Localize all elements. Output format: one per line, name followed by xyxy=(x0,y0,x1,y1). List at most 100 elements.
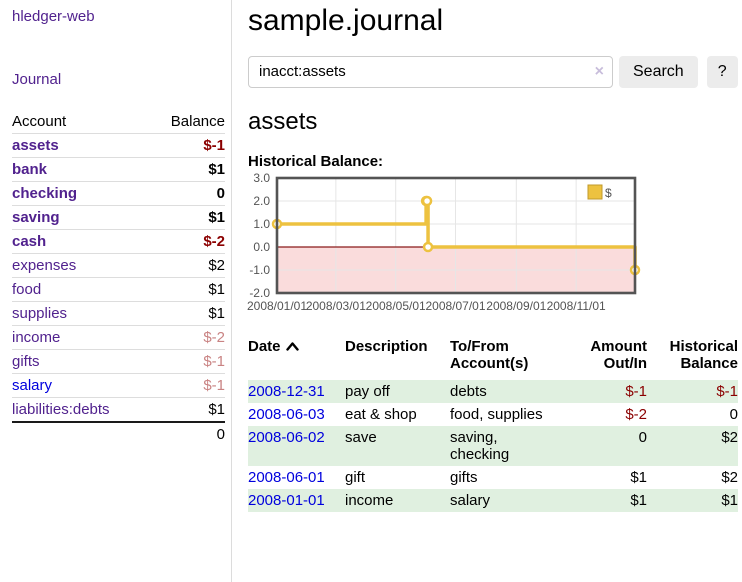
svg-text:2008/01/01: 2008/01/01 xyxy=(247,299,307,313)
account-row: supplies $1 xyxy=(12,301,225,326)
register-date-link[interactable]: 2008-06-03 xyxy=(248,405,325,423)
account-link[interactable]: saving xyxy=(12,209,60,226)
historical-balance-chart: $3.0 2.0 1.0 0.0 -1.0 -2.0 2008/01/01 2008/03/0… xyxy=(247,171,738,318)
register-accounts: salary xyxy=(450,491,491,509)
account-link[interactable]: expenses xyxy=(12,257,77,274)
register-rows: 2008-12-31 pay off debts $-1 $-1 2008-06-03 ea… xyxy=(248,379,738,512)
account-row: food $1 xyxy=(12,277,225,302)
register-row: 2008-12-31 pay off debts $-1 $-1 xyxy=(248,379,738,403)
account-row: cash $-2 xyxy=(12,229,225,254)
register-accounts: saving, checking xyxy=(450,428,510,463)
register-amount: $-2 xyxy=(625,405,647,423)
svg-text:2.0: 2.0 xyxy=(253,194,270,208)
register-row: 2008-06-03 eat & shop food, supplies $-2 0 xyxy=(248,403,738,426)
account-balance: $-1 xyxy=(203,137,225,154)
account-balance: $1 xyxy=(148,301,225,326)
account-link[interactable]: salary xyxy=(12,377,53,394)
account-balance: $-2 xyxy=(148,229,225,254)
account-row: income $-2 xyxy=(12,325,225,350)
account-balance: 0 xyxy=(148,181,225,206)
account-row: liabilities:debts $1 xyxy=(12,397,225,422)
svg-text:1.0: 1.0 xyxy=(253,217,270,231)
chart-title: Historical Balance: xyxy=(248,152,384,170)
register-header-description: Description xyxy=(345,337,428,355)
register-date-link[interactable]: 2008-12-31 xyxy=(248,382,325,400)
svg-text:-2.0: -2.0 xyxy=(249,286,270,300)
app-title: hledger-web xyxy=(12,8,225,25)
journal-link[interactable]: Journal xyxy=(12,71,62,88)
register-header-accounts: To/From Account(s) xyxy=(450,337,529,372)
register-description: eat & shop xyxy=(345,405,417,423)
register-row: 2008-01-01 income salary $1 $1 xyxy=(248,488,738,512)
search-bar: × Search ? xyxy=(248,55,738,88)
account-link[interactable]: income xyxy=(12,329,61,346)
svg-text:2008/03/01: 2008/03/01 xyxy=(306,299,366,313)
search-input[interactable] xyxy=(248,55,613,88)
account-row: gifts $-1 xyxy=(12,349,225,374)
account-row: salary $-1 xyxy=(12,373,225,398)
svg-text:3.0: 3.0 xyxy=(253,171,270,185)
accounts-table: Account Balance assets $-1 bank $1 checking 0… xyxy=(12,110,225,446)
register-balance: $1 xyxy=(721,491,738,509)
account-balance: $-2 xyxy=(148,325,225,350)
register-amount: $1 xyxy=(630,468,647,486)
account-heading: assets xyxy=(248,107,318,135)
svg-text:2008/09/01: 2008/09/01 xyxy=(486,299,546,313)
register-description: save xyxy=(345,428,377,446)
account-link[interactable]: liabilities:debts xyxy=(12,401,110,418)
register-date-link[interactable]: 2008-06-01 xyxy=(248,468,325,486)
accounts-total: 0 xyxy=(148,421,225,446)
account-link[interactable]: checking xyxy=(12,185,78,202)
search-input-wrap: × xyxy=(248,55,613,88)
register-date-link[interactable]: 2008-06-02 xyxy=(248,428,325,446)
account-balance: $2 xyxy=(148,253,225,278)
sort-ascending-icon xyxy=(285,341,299,351)
account-balance: $1 xyxy=(148,277,225,302)
accounts-total-row: 0 xyxy=(12,421,225,446)
account-balance: $-1 xyxy=(148,349,225,374)
svg-text:2008/11/01: 2008/11/01 xyxy=(547,299,606,313)
accounts-rows: assets $-1 bank $1 checking 0 saving $1 cash $-2 e… xyxy=(12,134,225,422)
account-row: assets $-1 xyxy=(12,134,225,158)
register-header-balance: Historical Balance xyxy=(669,337,738,372)
register-date-link[interactable]: 2008-01-01 xyxy=(248,491,325,509)
register-balance: 0 xyxy=(729,405,738,423)
register-row: 2008-06-02 save saving, checking 0 $2 xyxy=(248,425,738,466)
account-balance: $1 xyxy=(148,205,225,230)
account-row: checking 0 xyxy=(12,181,225,206)
sidebar-nav: Journal xyxy=(12,71,225,88)
main-content: sample.journal × Search ? assets Histori… xyxy=(232,0,742,582)
account-link[interactable]: supplies xyxy=(12,305,68,322)
account-balance: $1 xyxy=(148,157,225,182)
register-amount: $-1 xyxy=(625,382,647,400)
account-link[interactable]: gifts xyxy=(12,353,40,370)
svg-text:2008/05/01: 2008/05/01 xyxy=(366,299,426,313)
register-accounts: food, supplies xyxy=(450,405,543,423)
svg-text:-1.0: -1.0 xyxy=(249,263,270,277)
register-accounts: gifts xyxy=(450,468,478,486)
search-button[interactable]: Search xyxy=(619,55,698,88)
app-title-link[interactable]: hledger-web xyxy=(12,8,95,25)
account-link[interactable]: bank xyxy=(12,161,48,178)
account-link[interactable]: food xyxy=(12,281,42,298)
register-description: gift xyxy=(345,468,366,486)
sidebar: hledger-web Journal Account Balance asse… xyxy=(0,0,232,582)
register-header-date[interactable]: Date xyxy=(248,338,345,380)
register-balance: $2 xyxy=(721,428,738,446)
register-header-row: Date Description To/From Account(s) Amou… xyxy=(248,338,738,380)
svg-text:$: $ xyxy=(605,186,612,200)
help-button[interactable]: ? xyxy=(706,55,738,88)
register-balance: $2 xyxy=(721,468,738,486)
register-description: pay off xyxy=(345,382,390,400)
accounts-header-account: Account xyxy=(12,110,149,134)
register-accounts: debts xyxy=(450,382,487,400)
svg-text:0.0: 0.0 xyxy=(253,240,270,254)
accounts-header-balance: Balance xyxy=(148,110,225,134)
register-description: income xyxy=(345,491,394,509)
clear-search-icon[interactable]: × xyxy=(594,62,604,80)
register-amount: $1 xyxy=(630,491,647,509)
register-balance: $-1 xyxy=(716,382,738,400)
account-link[interactable]: cash xyxy=(12,233,47,250)
account-link[interactable]: assets xyxy=(12,137,59,154)
